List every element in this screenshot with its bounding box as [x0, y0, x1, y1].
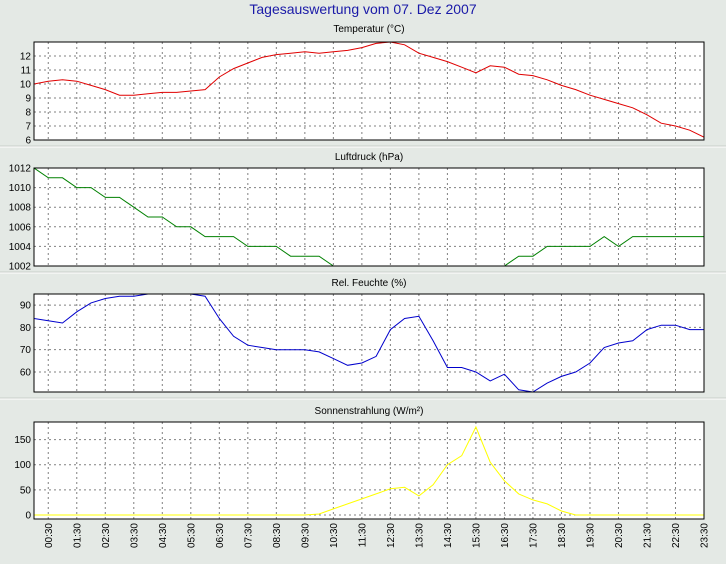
y-tick-label: 150 — [14, 435, 31, 446]
y-tick-label: 80 — [20, 323, 32, 334]
chart-panel-1: Temperatur (°C) 6 7 8 9 10 11 12 — [0, 24, 726, 148]
plot-border — [33, 421, 705, 520]
x-tick-label: 19:30 — [585, 523, 596, 548]
y-tick-label: 1004 — [9, 242, 32, 253]
x-tick-label: 05:30 — [186, 523, 197, 548]
plot-border — [33, 293, 705, 393]
chart-panel-3: Rel. Feuchte (%) 60 70 80 90 — [0, 278, 726, 400]
y-tick-label: 90 — [20, 301, 32, 312]
x-tick-label: 00:30 — [44, 523, 55, 548]
x-tick-label: 17:30 — [528, 523, 539, 548]
plot-area — [33, 41, 705, 141]
y-tick-label: 1010 — [9, 183, 32, 194]
series-line — [34, 42, 704, 138]
page-title: Tagesauswertung vom 07. Dez 2007 — [249, 1, 477, 17]
y-tick-label: 6 — [25, 136, 31, 147]
x-tick-label: 04:30 — [158, 523, 169, 548]
x-tick-label: 02:30 — [101, 523, 112, 548]
y-tick-label: 100 — [14, 460, 31, 471]
y-tick-label: 70 — [20, 345, 32, 356]
chart-title: Luftdruck (hPa) — [335, 152, 403, 163]
y-tick-label: 1006 — [9, 222, 32, 233]
x-tick-label: 01:30 — [72, 523, 83, 548]
x-tick-label: 13:30 — [414, 523, 425, 548]
x-tick-label: 06:30 — [215, 523, 226, 548]
x-tick-label: 10:30 — [329, 523, 340, 548]
y-tick-label: 8 — [25, 108, 31, 119]
x-tick-label: 20:30 — [614, 523, 625, 548]
plot-area — [33, 293, 705, 393]
x-tick-label: 08:30 — [272, 523, 283, 548]
y-tick-label: 60 — [20, 367, 32, 378]
x-axis: 00:30 01:30 02:30 03:30 04:30 05:30 06:30 07:30… — [44, 523, 711, 548]
series-line — [34, 425, 704, 516]
x-tick-label: 09:30 — [300, 523, 311, 548]
x-tick-label: 21:30 — [642, 523, 653, 548]
chart-panel-4: Sonnenstrahlung (W/m²) 0 50 100 150 — [14, 406, 705, 521]
y-tick-label: 0 — [25, 510, 31, 521]
x-tick-label: 15:30 — [471, 523, 482, 548]
plot-border — [33, 41, 705, 141]
x-tick-label: 23:30 — [700, 523, 711, 548]
y-tick-label: 7 — [25, 122, 31, 133]
y-tick-label: 11 — [21, 66, 32, 77]
chart-title: Sonnenstrahlung (W/m²) — [315, 406, 424, 417]
x-tick-label: 03:30 — [129, 523, 140, 548]
x-tick-label: 12:30 — [386, 523, 397, 548]
x-tick-label: 18:30 — [557, 523, 568, 548]
x-tick-label: 22:30 — [671, 523, 682, 548]
chart-title: Temperatur (°C) — [333, 24, 404, 35]
x-tick-label: 11:30 — [357, 523, 368, 548]
y-tick-label: 1012 — [9, 164, 32, 175]
y-tick-label: 12 — [20, 52, 32, 63]
series-line — [34, 168, 704, 266]
x-tick-label: 07:30 — [243, 523, 254, 548]
plot-area — [33, 167, 705, 267]
chart-title: Rel. Feuchte (%) — [331, 278, 406, 289]
x-tick-label: 14:30 — [443, 523, 454, 548]
plot-area — [33, 421, 705, 520]
y-tick-label: 50 — [20, 485, 32, 496]
chart-panel-2: Luftdruck (hPa) 1002 1004 1006 1008 1010 1012 — [0, 152, 726, 274]
y-tick-label: 1002 — [9, 262, 32, 273]
x-tick-label: 16:30 — [500, 523, 511, 548]
plot-border — [33, 167, 705, 267]
y-tick-label: 10 — [20, 80, 32, 91]
y-tick-label: 9 — [25, 94, 31, 105]
y-tick-label: 1008 — [9, 203, 32, 214]
